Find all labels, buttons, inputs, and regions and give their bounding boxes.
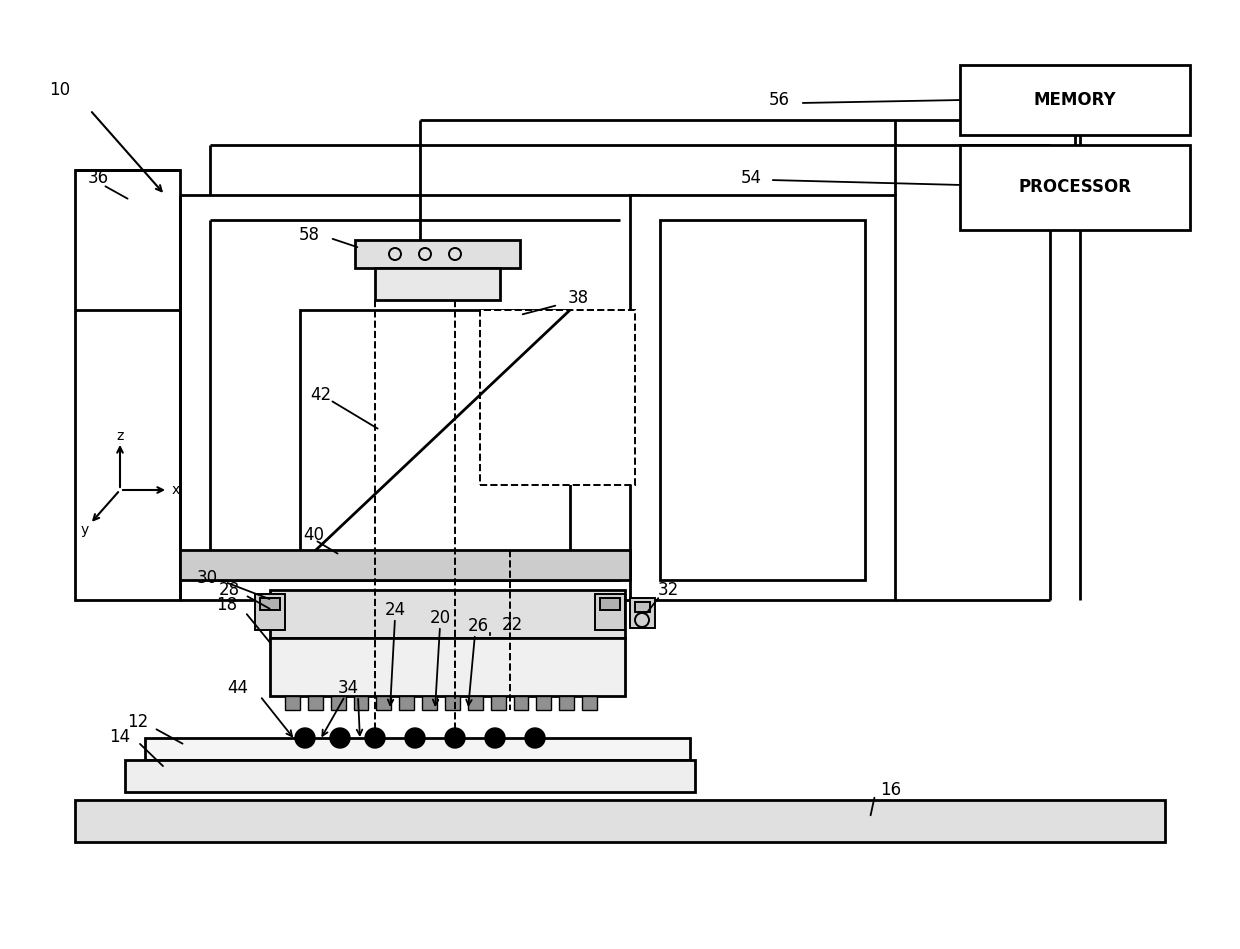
Text: 20: 20 bbox=[429, 609, 450, 627]
Bar bbox=[125, 760, 694, 792]
Bar bbox=[399, 696, 414, 710]
Bar bbox=[422, 696, 436, 710]
Text: 32: 32 bbox=[658, 581, 680, 599]
Text: z: z bbox=[117, 429, 124, 443]
Text: 28: 28 bbox=[219, 581, 241, 599]
Bar bbox=[74, 170, 180, 600]
Text: 40: 40 bbox=[303, 526, 324, 544]
Text: x: x bbox=[172, 483, 180, 497]
Bar bbox=[374, 268, 500, 300]
Circle shape bbox=[330, 728, 350, 748]
Bar bbox=[445, 696, 460, 710]
Bar bbox=[491, 696, 506, 710]
Bar bbox=[635, 602, 650, 612]
Bar bbox=[960, 65, 1190, 135]
Text: y: y bbox=[81, 523, 89, 537]
Text: 12: 12 bbox=[126, 713, 148, 731]
Circle shape bbox=[525, 728, 546, 748]
Circle shape bbox=[485, 728, 505, 748]
Bar bbox=[537, 696, 552, 710]
Bar bbox=[74, 800, 1166, 842]
Bar bbox=[480, 310, 635, 485]
Text: 10: 10 bbox=[50, 81, 71, 99]
Text: MEMORY: MEMORY bbox=[1034, 91, 1116, 109]
Bar bbox=[960, 145, 1190, 230]
Circle shape bbox=[405, 728, 425, 748]
Bar bbox=[180, 550, 630, 580]
Text: 18: 18 bbox=[216, 596, 237, 614]
Bar bbox=[300, 310, 570, 565]
Bar bbox=[377, 696, 392, 710]
Text: 22: 22 bbox=[502, 616, 523, 634]
Text: 38: 38 bbox=[568, 289, 589, 307]
Bar bbox=[308, 696, 322, 710]
Bar bbox=[600, 598, 620, 610]
Text: 26: 26 bbox=[467, 617, 489, 635]
Bar bbox=[467, 696, 482, 710]
Bar bbox=[660, 220, 866, 580]
Bar bbox=[331, 696, 346, 710]
Text: 16: 16 bbox=[880, 781, 901, 799]
Bar bbox=[270, 638, 625, 696]
Bar bbox=[559, 696, 574, 710]
Bar bbox=[255, 594, 285, 630]
Text: 42: 42 bbox=[310, 386, 331, 404]
Text: 30: 30 bbox=[197, 569, 218, 587]
Text: 24: 24 bbox=[384, 601, 405, 619]
Bar bbox=[260, 598, 280, 610]
Bar bbox=[630, 598, 655, 628]
Text: 34: 34 bbox=[337, 679, 358, 697]
Circle shape bbox=[295, 728, 315, 748]
Bar bbox=[513, 696, 528, 710]
Bar bbox=[582, 696, 596, 710]
Text: 36: 36 bbox=[88, 169, 109, 187]
Bar bbox=[285, 696, 300, 710]
Circle shape bbox=[445, 728, 465, 748]
Text: 44: 44 bbox=[227, 679, 248, 697]
Bar bbox=[355, 240, 520, 268]
Bar bbox=[270, 590, 625, 638]
Bar bbox=[595, 594, 625, 630]
Bar bbox=[145, 738, 689, 760]
Text: 54: 54 bbox=[742, 169, 763, 187]
Bar bbox=[353, 696, 368, 710]
Circle shape bbox=[365, 728, 384, 748]
Text: 14: 14 bbox=[109, 728, 130, 746]
Text: 58: 58 bbox=[299, 226, 320, 244]
Text: 56: 56 bbox=[769, 91, 790, 109]
Bar bbox=[630, 195, 895, 600]
Text: PROCESSOR: PROCESSOR bbox=[1018, 178, 1131, 196]
